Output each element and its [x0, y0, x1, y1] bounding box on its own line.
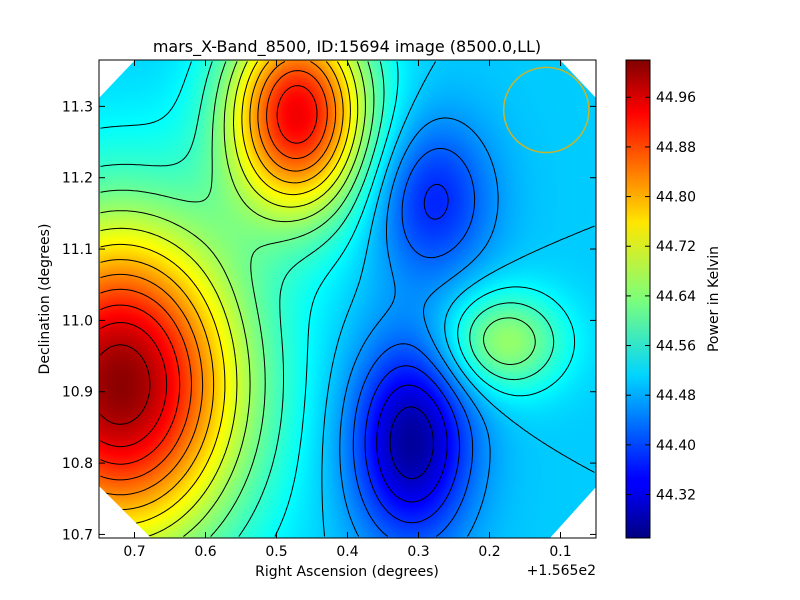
- colorbar-tick-label: 44.88: [656, 140, 696, 156]
- colorbar-tick-label: 44.96: [656, 90, 696, 106]
- heatmap-image: [99, 60, 596, 538]
- colorbar-tick-label: 44.40: [656, 438, 696, 454]
- colorbar-tick-label: 44.80: [656, 190, 696, 206]
- colorbar-tick-label: 44.48: [656, 388, 696, 404]
- contour-level: [339, 117, 499, 537]
- contour-level: [100, 61, 344, 511]
- contour-level: [321, 61, 595, 537]
- y-tick-label: 10.8: [62, 456, 93, 472]
- contour-level: [364, 183, 460, 524]
- contour-level: [100, 61, 576, 537]
- y-tick-label: 10.9: [62, 385, 93, 401]
- y-tick-label: 11.1: [62, 242, 93, 258]
- heatmap-raster: [99, 60, 596, 538]
- contour-level: [100, 61, 536, 537]
- contour-level: [389, 406, 434, 480]
- contour-level: [100, 322, 168, 448]
- y-tick-label: 11.0: [62, 313, 93, 329]
- colorbar-tick-label: 44.32: [656, 488, 696, 504]
- x-tick-label: 0.5: [265, 544, 287, 560]
- contour-lines: [100, 61, 595, 537]
- x-tick-label: 0.3: [407, 544, 429, 560]
- contour-level: [352, 148, 476, 537]
- contour-level: [376, 384, 448, 503]
- colorbar-label: Power in Kelvin: [706, 246, 722, 352]
- x-axis-ticks: 0.7 0.6 0.5 0.4 0.3 0.2 0.1: [123, 60, 572, 560]
- colorbar-ticks: 44.32 44.40 44.48 44.56 44.64 44.72 44.80 44.88…: [626, 90, 696, 504]
- contour-level: [100, 61, 366, 537]
- x-tick-label: 0.2: [478, 544, 500, 560]
- x-tick-label: 0.6: [194, 544, 216, 560]
- x-axis-label: Right Ascension (degrees): [255, 564, 439, 580]
- y-tick-label: 10.7: [62, 527, 93, 543]
- y-axis-label: Declination (degrees): [37, 224, 53, 375]
- y-axis-ticks: 10.7 10.8 10.9 11.0 11.1 11.2 11.3: [62, 99, 596, 543]
- heatmap-area: [98, 59, 597, 539]
- contour-level: [100, 61, 359, 537]
- colorbar-frame: [625, 59, 651, 539]
- x-tick-label: 0.1: [549, 544, 571, 560]
- colorbar-tick-label: 44.64: [656, 289, 696, 305]
- contour-level: [100, 61, 555, 537]
- chart-title: mars_X-Band_8500, ID:15694 image (8500.0…: [153, 37, 541, 57]
- contour-level: [100, 344, 151, 425]
- contour-level: [100, 61, 351, 526]
- x-axis-offset: +1.565e2: [527, 563, 596, 579]
- contour-level: [100, 61, 337, 496]
- x-tick-label: 0.4: [336, 544, 358, 560]
- contour-level: [100, 85, 318, 465]
- colorbar: 44.32 44.40 44.48 44.56 44.64 44.72 44.80 44.88…: [625, 59, 722, 539]
- y-tick-label: 11.2: [62, 171, 93, 187]
- colorbar-tick-label: 44.72: [656, 239, 696, 255]
- contour-level: [100, 70, 328, 481]
- colorbar-gradient: [626, 60, 650, 538]
- colorbar-tick-label: 44.56: [656, 339, 696, 355]
- beam-circle: [502, 66, 590, 154]
- y-tick-label: 11.3: [62, 99, 93, 115]
- x-tick-label: 0.7: [123, 544, 145, 560]
